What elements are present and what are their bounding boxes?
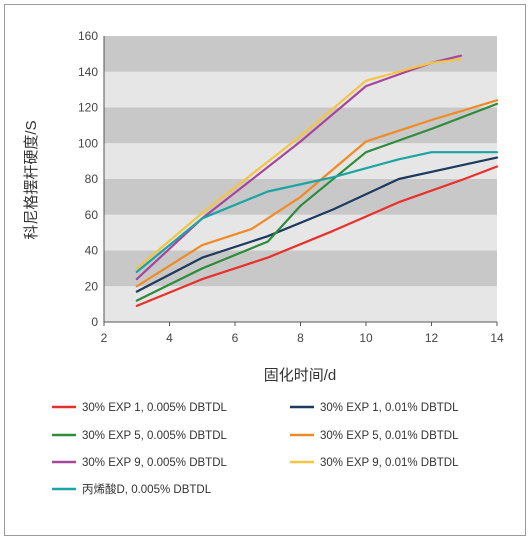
series-line-3 — [135, 102, 499, 302]
grid-band — [104, 143, 497, 179]
y-tick-label: 40 — [85, 244, 99, 258]
legend-label: 30% EXP 9, 0.01% DBTDL — [320, 457, 459, 469]
y-tick-label: 0 — [91, 315, 98, 329]
x-tick-label: 14 — [490, 331, 504, 345]
x-tick-label: 8 — [297, 331, 304, 345]
series-line-2 — [135, 156, 499, 293]
grid-band — [104, 36, 497, 72]
grid-band — [104, 250, 497, 287]
legend-label: 30% EXP 5, 0.005% DBTDL — [82, 430, 227, 442]
x-tick-label: 12 — [425, 331, 439, 345]
x-tick-label: 6 — [232, 331, 239, 345]
y-tick-label: 60 — [85, 208, 99, 222]
y-axis-label: 科尼格摆杆硬度/S — [23, 120, 40, 239]
y-tick-label: 20 — [85, 279, 99, 293]
legend-label: 30% EXP 9, 0.005% DBTDL — [82, 457, 227, 469]
y-tick-label: 140 — [78, 65, 98, 79]
legend-label: 30% EXP 1, 0.005% DBTDL — [82, 402, 227, 414]
series-line-4 — [135, 99, 499, 288]
legend-label: 丙烯酸D, 0.005% DBTDL — [82, 482, 212, 496]
series-line-7 — [135, 151, 499, 273]
y-tick-label: 120 — [78, 101, 98, 115]
grid-band — [104, 71, 497, 108]
series-line-6 — [135, 58, 463, 270]
legend-label: 30% EXP 1, 0.01% DBTDL — [320, 402, 459, 414]
series-line-1 — [135, 165, 499, 307]
y-tick-label: 80 — [85, 172, 99, 186]
y-tick-label: 160 — [78, 29, 98, 43]
series-lines — [135, 54, 499, 307]
tick-labels: 0 20 40 60 80 100 120 140 160 2 4 6 8 10 12 14 — [78, 29, 504, 345]
grid-band — [104, 286, 497, 322]
x-axis-label: 固化时间/d — [264, 367, 337, 384]
legend: 30% EXP 1, 0.005% DBTDL 30% EXP 1, 0.01% … — [52, 402, 459, 496]
x-tick-label: 4 — [166, 331, 173, 345]
y-tick-label: 100 — [78, 136, 98, 150]
x-tick-label: 2 — [101, 331, 108, 345]
legend-label: 30% EXP 5, 0.01% DBTDL — [320, 430, 459, 442]
x-tick-label: 10 — [359, 331, 373, 345]
